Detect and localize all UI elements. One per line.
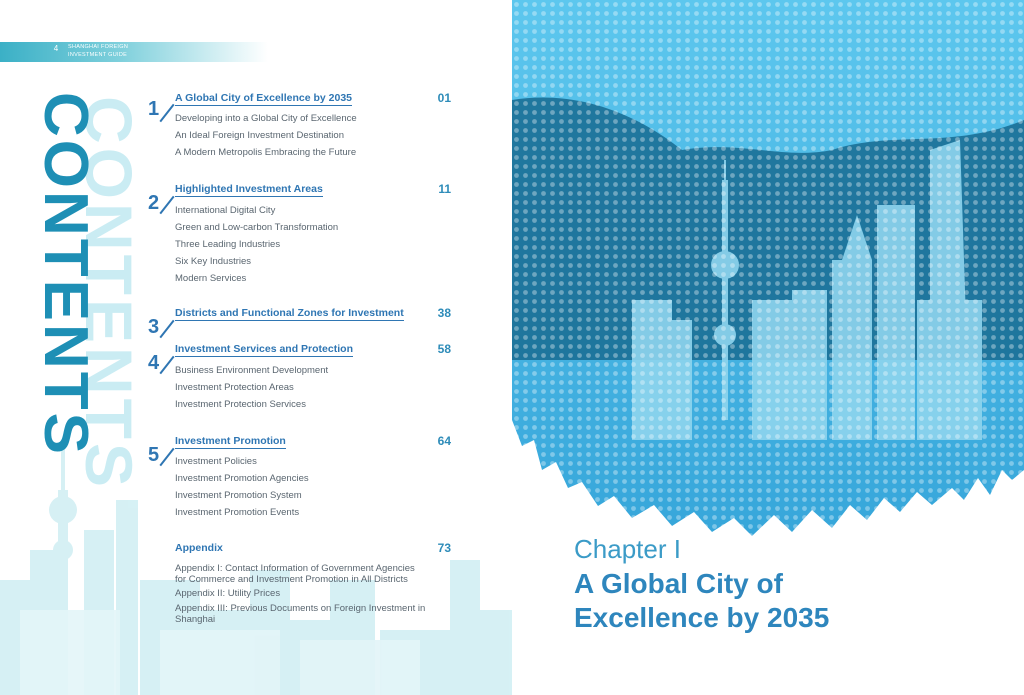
toc-number-2: 2 <box>148 192 160 214</box>
toc-item: Investment Policies <box>175 456 257 467</box>
toc-number-3: 3 <box>148 316 160 338</box>
toc-item: Three Leading Industries <box>175 239 281 250</box>
header-band <box>0 42 268 62</box>
publication-title-line1: SHANGHAI FOREIGN <box>68 44 129 50</box>
toc-number-4: 4 <box>148 352 160 374</box>
toc-title-1[interactable]: A Global City of Excellence by 2035 <box>175 92 353 106</box>
toc-item: Modern Services <box>175 273 247 284</box>
toc-item: Investment Promotion Events <box>175 507 300 518</box>
toc-title-appendix[interactable]: Appendix <box>175 542 223 554</box>
toc-page-appendix: 73 <box>437 541 451 555</box>
chapter-label: Chapter I <box>574 534 681 564</box>
toc-slash-3 <box>159 319 175 339</box>
toc-item: Six Key Industries <box>175 256 252 267</box>
toc-title-4[interactable]: Investment Services and Protection <box>175 343 353 357</box>
contents-page: 4 SHANGHAI FOREIGN INVESTMENT GUIDE <box>0 42 512 695</box>
toc-title-2[interactable]: Highlighted Investment Areas <box>175 183 323 197</box>
toc-item: Green and Low-carbon Transformation <box>175 222 339 233</box>
toc-item: An Ideal Foreign Investment Destination <box>175 130 344 141</box>
toc-item: Investment Protection Areas <box>175 382 294 393</box>
toc-title-5[interactable]: Investment Promotion <box>175 435 286 449</box>
toc-slash-2 <box>159 195 175 215</box>
chapter-page: Chapter I A Global City of Excellence by… <box>512 0 1024 695</box>
toc-item: Developing into a Global City of Excelle… <box>175 113 357 124</box>
toc-item: Appendix II: Utility Prices <box>175 588 281 599</box>
toc-item: Business Environment Development <box>175 365 329 376</box>
toc-page-2: 11 <box>438 182 451 196</box>
chapter-title-line1: A Global City of <box>574 568 783 599</box>
toc-item: International Digital City <box>175 205 276 216</box>
toc-number-1: 1 <box>148 98 160 120</box>
toc-item: for Commerce and Investment Promotion in… <box>175 574 408 585</box>
chapter-cover-illustration <box>512 0 1024 540</box>
page-number: 4 <box>53 44 59 53</box>
toc-item: Investment Promotion System <box>175 490 302 501</box>
toc-page-5: 64 <box>437 434 451 448</box>
chapter-title-line2: Excellence by 2035 <box>574 602 830 633</box>
toc-page-3: 38 <box>437 306 451 320</box>
toc-slash-4 <box>159 355 175 375</box>
toc-page-1: 01 <box>437 91 451 105</box>
contents-heading-ghost: CONTENTS <box>72 96 146 491</box>
contents-heading: CONTENTS <box>31 92 100 457</box>
toc-item: Shanghai <box>175 614 216 625</box>
skyline-illustration-left <box>0 440 512 695</box>
publication-title-line2: INVESTMENT GUIDE <box>68 52 128 58</box>
toc-page-4: 58 <box>437 342 451 356</box>
toc-title-3[interactable]: Districts and Functional Zones for Inves… <box>175 307 404 321</box>
toc-item: A Modern Metropolis Embracing the Future <box>175 147 357 158</box>
toc-number-5: 5 <box>148 444 160 466</box>
toc-item: Investment Promotion Agencies <box>175 473 309 484</box>
toc-item: Investment Protection Services <box>175 399 306 410</box>
toc-item: Appendix III: Previous Documents on Fore… <box>175 603 426 614</box>
toc-slash-1 <box>159 103 175 123</box>
toc-item: Appendix I: Contact Information of Gover… <box>175 563 415 574</box>
